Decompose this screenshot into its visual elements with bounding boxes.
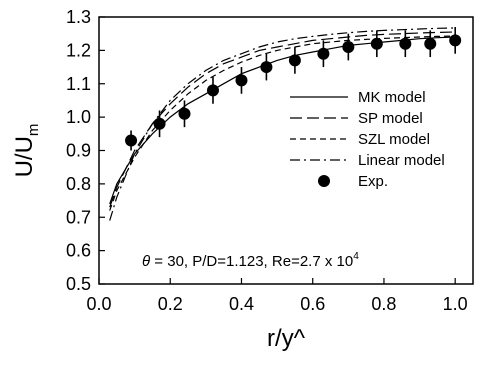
exp-point — [235, 74, 248, 87]
y-tick-label: 1.3 — [66, 7, 91, 27]
exp-points-layer — [125, 27, 462, 151]
annotation-exponent: 4 — [353, 251, 359, 262]
exp-point — [288, 54, 301, 67]
y-tick-label: 1.0 — [66, 107, 91, 127]
x-tick-label: 0.2 — [158, 294, 183, 314]
legend-symbol-exp — [318, 175, 330, 187]
y-tick-label: 0.9 — [66, 141, 91, 161]
exp-point — [342, 41, 355, 54]
exp-point — [317, 47, 330, 60]
plot-frame — [98, 16, 474, 285]
y-axis-title-main: U/U — [11, 136, 38, 177]
exp-point — [125, 134, 138, 147]
legend-label: Linear model — [358, 152, 445, 169]
y-tick-label: 0.7 — [66, 207, 91, 227]
y-tick-label: 1.1 — [66, 74, 91, 94]
exp-point — [449, 34, 462, 47]
annotation-theta: θ — [142, 253, 150, 270]
legend: MK model SP model SZL model Linear model Exp… — [290, 89, 445, 190]
exp-point — [399, 37, 412, 50]
x-tick-label: 1.0 — [443, 294, 468, 314]
legend-label: SP model — [358, 110, 423, 127]
x-tick-label: 0.4 — [229, 294, 254, 314]
exp-point — [260, 61, 273, 74]
exp-point — [178, 107, 191, 120]
y-axis-title-subscript: m — [25, 124, 42, 137]
x-tick-label: 0.0 — [86, 294, 111, 314]
annotation-text: = 30, P/D=1.123, Re=2.7 x 10 — [150, 253, 353, 270]
legend-label: MK model — [358, 89, 426, 106]
exp-point — [153, 117, 166, 130]
y-tick-label: 1.2 — [66, 40, 91, 60]
exp-point — [370, 37, 383, 50]
series-line-sp-model — [109, 31, 456, 208]
y-tick-label: 0.5 — [66, 274, 91, 294]
legend-label: SZL model — [358, 131, 430, 148]
legend-label: Exp. — [358, 173, 388, 190]
x-tick-label: 0.8 — [371, 294, 396, 314]
annotation: θ = 30, P/D=1.123, Re=2.7 x 104 — [142, 251, 359, 270]
exp-point — [424, 37, 437, 50]
x-axis-title: r/y^ — [267, 325, 306, 352]
x-tick-label: 0.6 — [300, 294, 325, 314]
ticks-layer: 0.0 0.2 0.4 0.6 0.8 1.0 0.5 0.6 0.7 0.8 0.9 1.0 1.1 1… — [66, 7, 468, 314]
y-tick-label: 0.6 — [66, 241, 91, 261]
y-axis-title: U/Um — [11, 124, 42, 178]
exp-point — [206, 84, 219, 97]
y-tick-label: 0.8 — [66, 174, 91, 194]
